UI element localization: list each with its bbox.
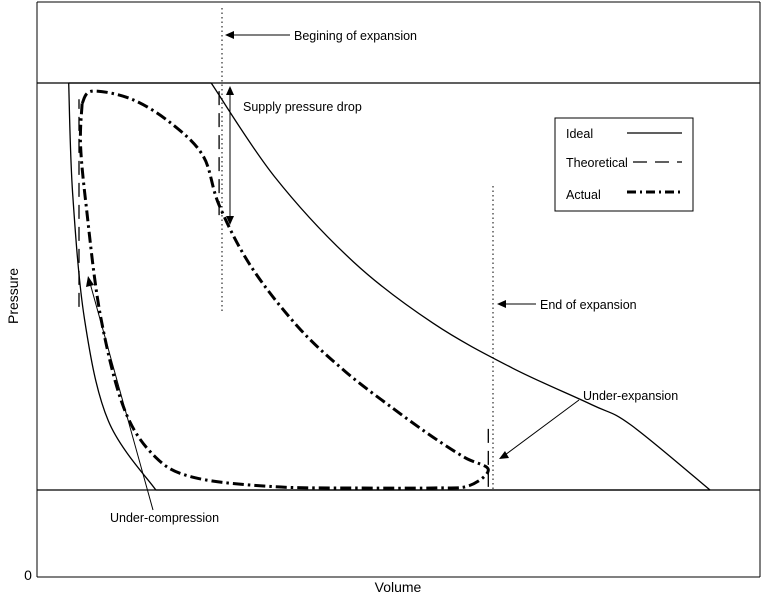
annotation-supply-pressure-drop: Supply pressure drop [226,86,362,225]
annotation-text: Under-compression [110,511,219,525]
annotation-text: Begining of expansion [294,29,417,43]
annotation-beginning-of-expansion: Begining of expansion [225,29,417,43]
annotation-text: Under-expansion [583,389,678,403]
x-axis-label: Volume [375,579,422,595]
series-actual-line [78,89,490,490]
legend: Ideal Theoretical Actual [554,117,694,212]
legend-label-actual: Actual [566,188,601,202]
legend-label-ideal: Ideal [566,127,593,141]
annotation-text: End of expansion [540,298,637,312]
series-layer [37,82,760,491]
annotation-text: Supply pressure drop [243,100,362,114]
series-ideal-expansion [210,82,711,491]
annotation-under-expansion: Under-expansion [499,389,678,459]
annotation-under-compression: Under-compression [86,276,219,525]
y-axis-label: Pressure [5,268,21,324]
legend-label-theoretical: Theoretical [566,156,628,170]
y-tick-label-0: 0 [24,567,32,583]
series-ideal-compression [68,82,157,491]
annotation-end-of-expansion: End of expansion [497,298,637,312]
